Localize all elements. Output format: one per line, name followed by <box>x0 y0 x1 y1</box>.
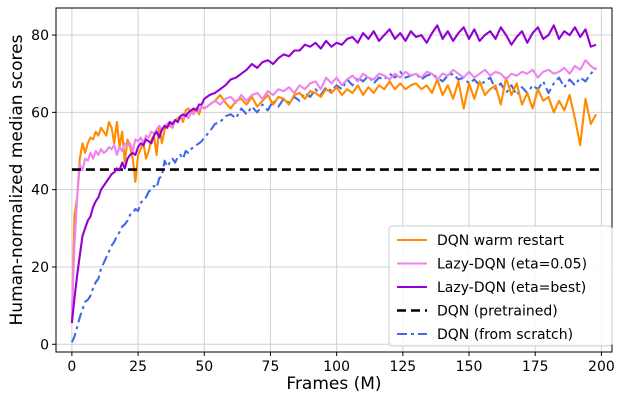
axis-ticks: 0 25 50 75 100 125 150 175 200 0 20 40 60 80 <box>31 28 615 375</box>
x-tick-label: 175 <box>522 359 549 375</box>
y-tick-label: 80 <box>31 28 49 44</box>
x-axis-label: Frames (M) <box>286 374 381 394</box>
y-tick-label: 40 <box>31 183 49 199</box>
x-tick-label: 150 <box>456 359 483 375</box>
y-tick-label: 20 <box>31 260 49 276</box>
x-tick-label: 0 <box>67 359 76 375</box>
series-line-4 <box>70 67 597 343</box>
x-tick-label: 100 <box>323 359 350 375</box>
series-line-0 <box>70 76 598 324</box>
legend-label-4: DQN (from scratch) <box>437 327 573 343</box>
legend: DQN warm restart Lazy-DQN (eta=0.05) Lazy-… <box>388 225 613 347</box>
legend-label-2: Lazy-DQN (eta=best) <box>437 280 586 296</box>
legend-box <box>388 225 613 347</box>
plot-frame <box>55 7 613 353</box>
x-tick-label: 50 <box>195 359 213 375</box>
y-tick-label: 60 <box>31 105 49 121</box>
x-tick-label: 125 <box>389 359 416 375</box>
x-tick-label: 200 <box>588 359 615 375</box>
y-axis-label: Human-normalized median scores <box>7 34 27 325</box>
series-layer <box>70 24 602 343</box>
series-line-1 <box>70 59 597 314</box>
legend-label-3: DQN (pretrained) <box>437 304 558 320</box>
x-tick-label: 75 <box>262 359 280 375</box>
x-tick-label: 25 <box>129 359 147 375</box>
series-line-2 <box>70 24 597 324</box>
legend-label-1: Lazy-DQN (eta=0.05) <box>437 257 587 273</box>
y-tick-label: 0 <box>40 337 49 353</box>
legend-label-0: DQN warm restart <box>437 233 565 249</box>
